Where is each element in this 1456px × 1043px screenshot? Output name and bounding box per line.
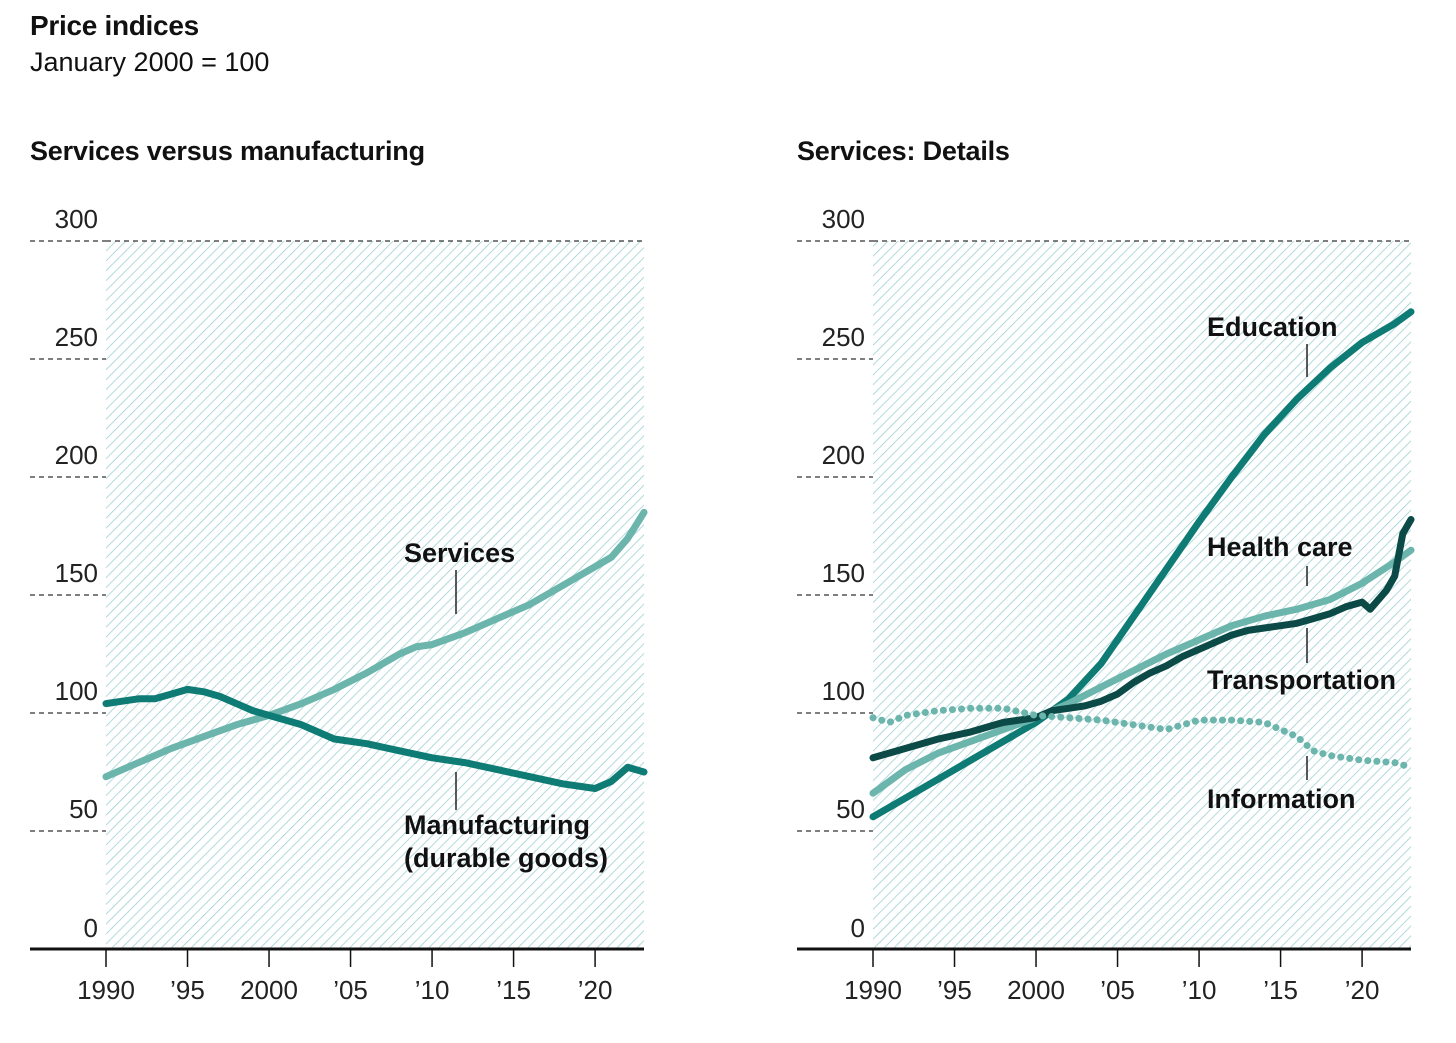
x-tick-label: 1990: [844, 975, 902, 1005]
y-tick-label: 300: [55, 204, 98, 234]
x-tick-label: ’10: [415, 975, 450, 1005]
y-tick-label: 0: [851, 913, 865, 943]
chart-panel-services-vs-manufacturing: 0 50 100 150 200 250 300 1990 ’95 2000 ’05 ’10 ’15 ’2…: [30, 204, 648, 1005]
series-label-services: Services: [404, 538, 515, 568]
x-tick-label: ’15: [496, 975, 531, 1005]
x-tick-label: ’95: [937, 975, 972, 1005]
x-tick-label: ’05: [333, 975, 368, 1005]
chart-title-services-details: Services: Details: [797, 136, 1010, 166]
x-tick-label: 2000: [240, 975, 298, 1005]
y-tick-label: 150: [822, 558, 865, 588]
y-tick-label: 100: [822, 676, 865, 706]
plot-area-hatch: [106, 241, 644, 949]
series-line-services: [102, 508, 648, 781]
y-tick-label: 50: [836, 794, 865, 824]
chart-title-services-vs-manufacturing: Services versus manufacturing: [30, 136, 425, 166]
x-tick-label: 1990: [77, 975, 135, 1005]
x-tick-label: ’20: [1345, 975, 1380, 1005]
series-line-information: [869, 704, 1415, 771]
series-label-transportation: Transportation: [1207, 665, 1396, 695]
chart-panel-services-details: 0 50 100 150 200 250 300 1990 ’95 2000 ’05 ’10 ’15 ’2…: [797, 204, 1415, 1005]
y-tick-label: 250: [822, 322, 865, 352]
x-tick-label: ’20: [578, 975, 613, 1005]
y-tick-label: 250: [55, 322, 98, 352]
x-tick-label: ’10: [1182, 975, 1217, 1005]
x-tick-label: ’15: [1263, 975, 1298, 1005]
plot-area-hatch: [873, 241, 1411, 949]
series-label-education: Education: [1207, 312, 1338, 342]
series-line-health-care: [869, 546, 1415, 797]
series-label-manufacturing-durable-goods: Manufacturing (durable goods): [404, 810, 608, 873]
y-tick-label: 200: [55, 440, 98, 470]
page-title: Price indices: [30, 10, 199, 41]
x-tick-label: 2000: [1007, 975, 1065, 1005]
series-label-information: Information: [1207, 784, 1356, 814]
series-label-health-care: Health care: [1207, 532, 1353, 562]
y-tick-label: 150: [55, 558, 98, 588]
y-tick-label: 300: [822, 204, 865, 234]
x-tick-label: ’05: [1100, 975, 1135, 1005]
series-line-transportation: [869, 516, 1415, 762]
y-tick-label: 50: [69, 794, 98, 824]
x-tick-label: ’95: [170, 975, 205, 1005]
y-tick-label: 0: [84, 913, 98, 943]
series-line-education: [869, 308, 1415, 821]
page-subtitle: January 2000 = 100: [30, 47, 270, 77]
y-tick-label: 100: [55, 676, 98, 706]
series-line-manufacturing-durable-goods: [102, 685, 648, 792]
y-tick-label: 200: [822, 440, 865, 470]
